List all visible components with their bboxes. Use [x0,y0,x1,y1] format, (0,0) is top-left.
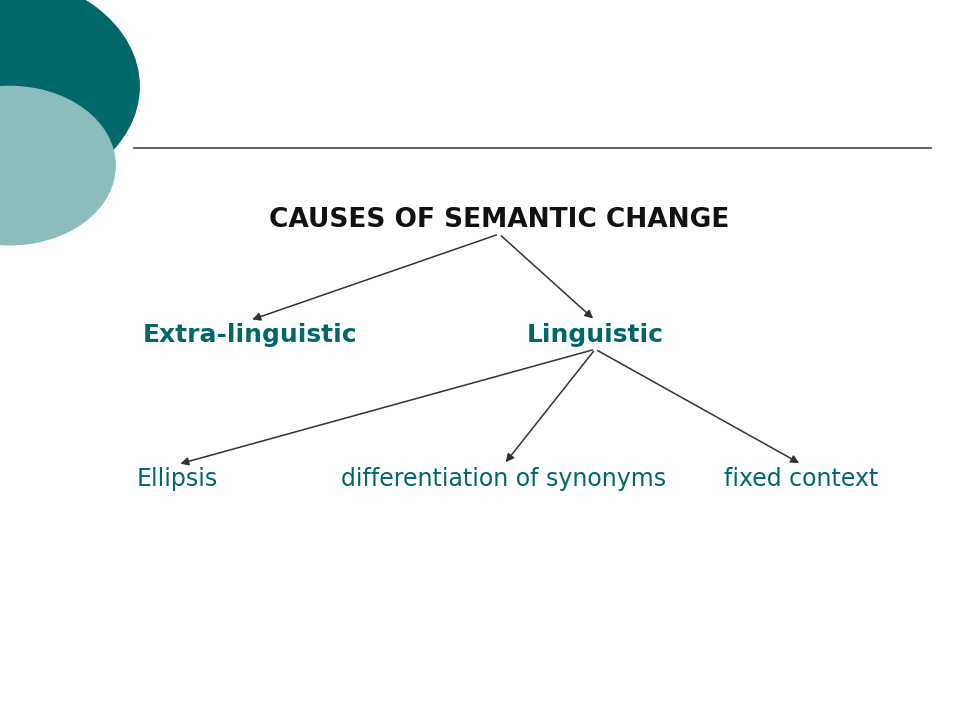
Text: differentiation of synonyms: differentiation of synonyms [342,467,666,491]
Text: Extra-linguistic: Extra-linguistic [142,323,357,347]
Text: Linguistic: Linguistic [527,323,663,347]
Text: fixed context: fixed context [725,467,878,491]
Text: Ellipsis: Ellipsis [137,467,218,491]
Text: CAUSES OF SEMANTIC CHANGE: CAUSES OF SEMANTIC CHANGE [269,207,730,233]
